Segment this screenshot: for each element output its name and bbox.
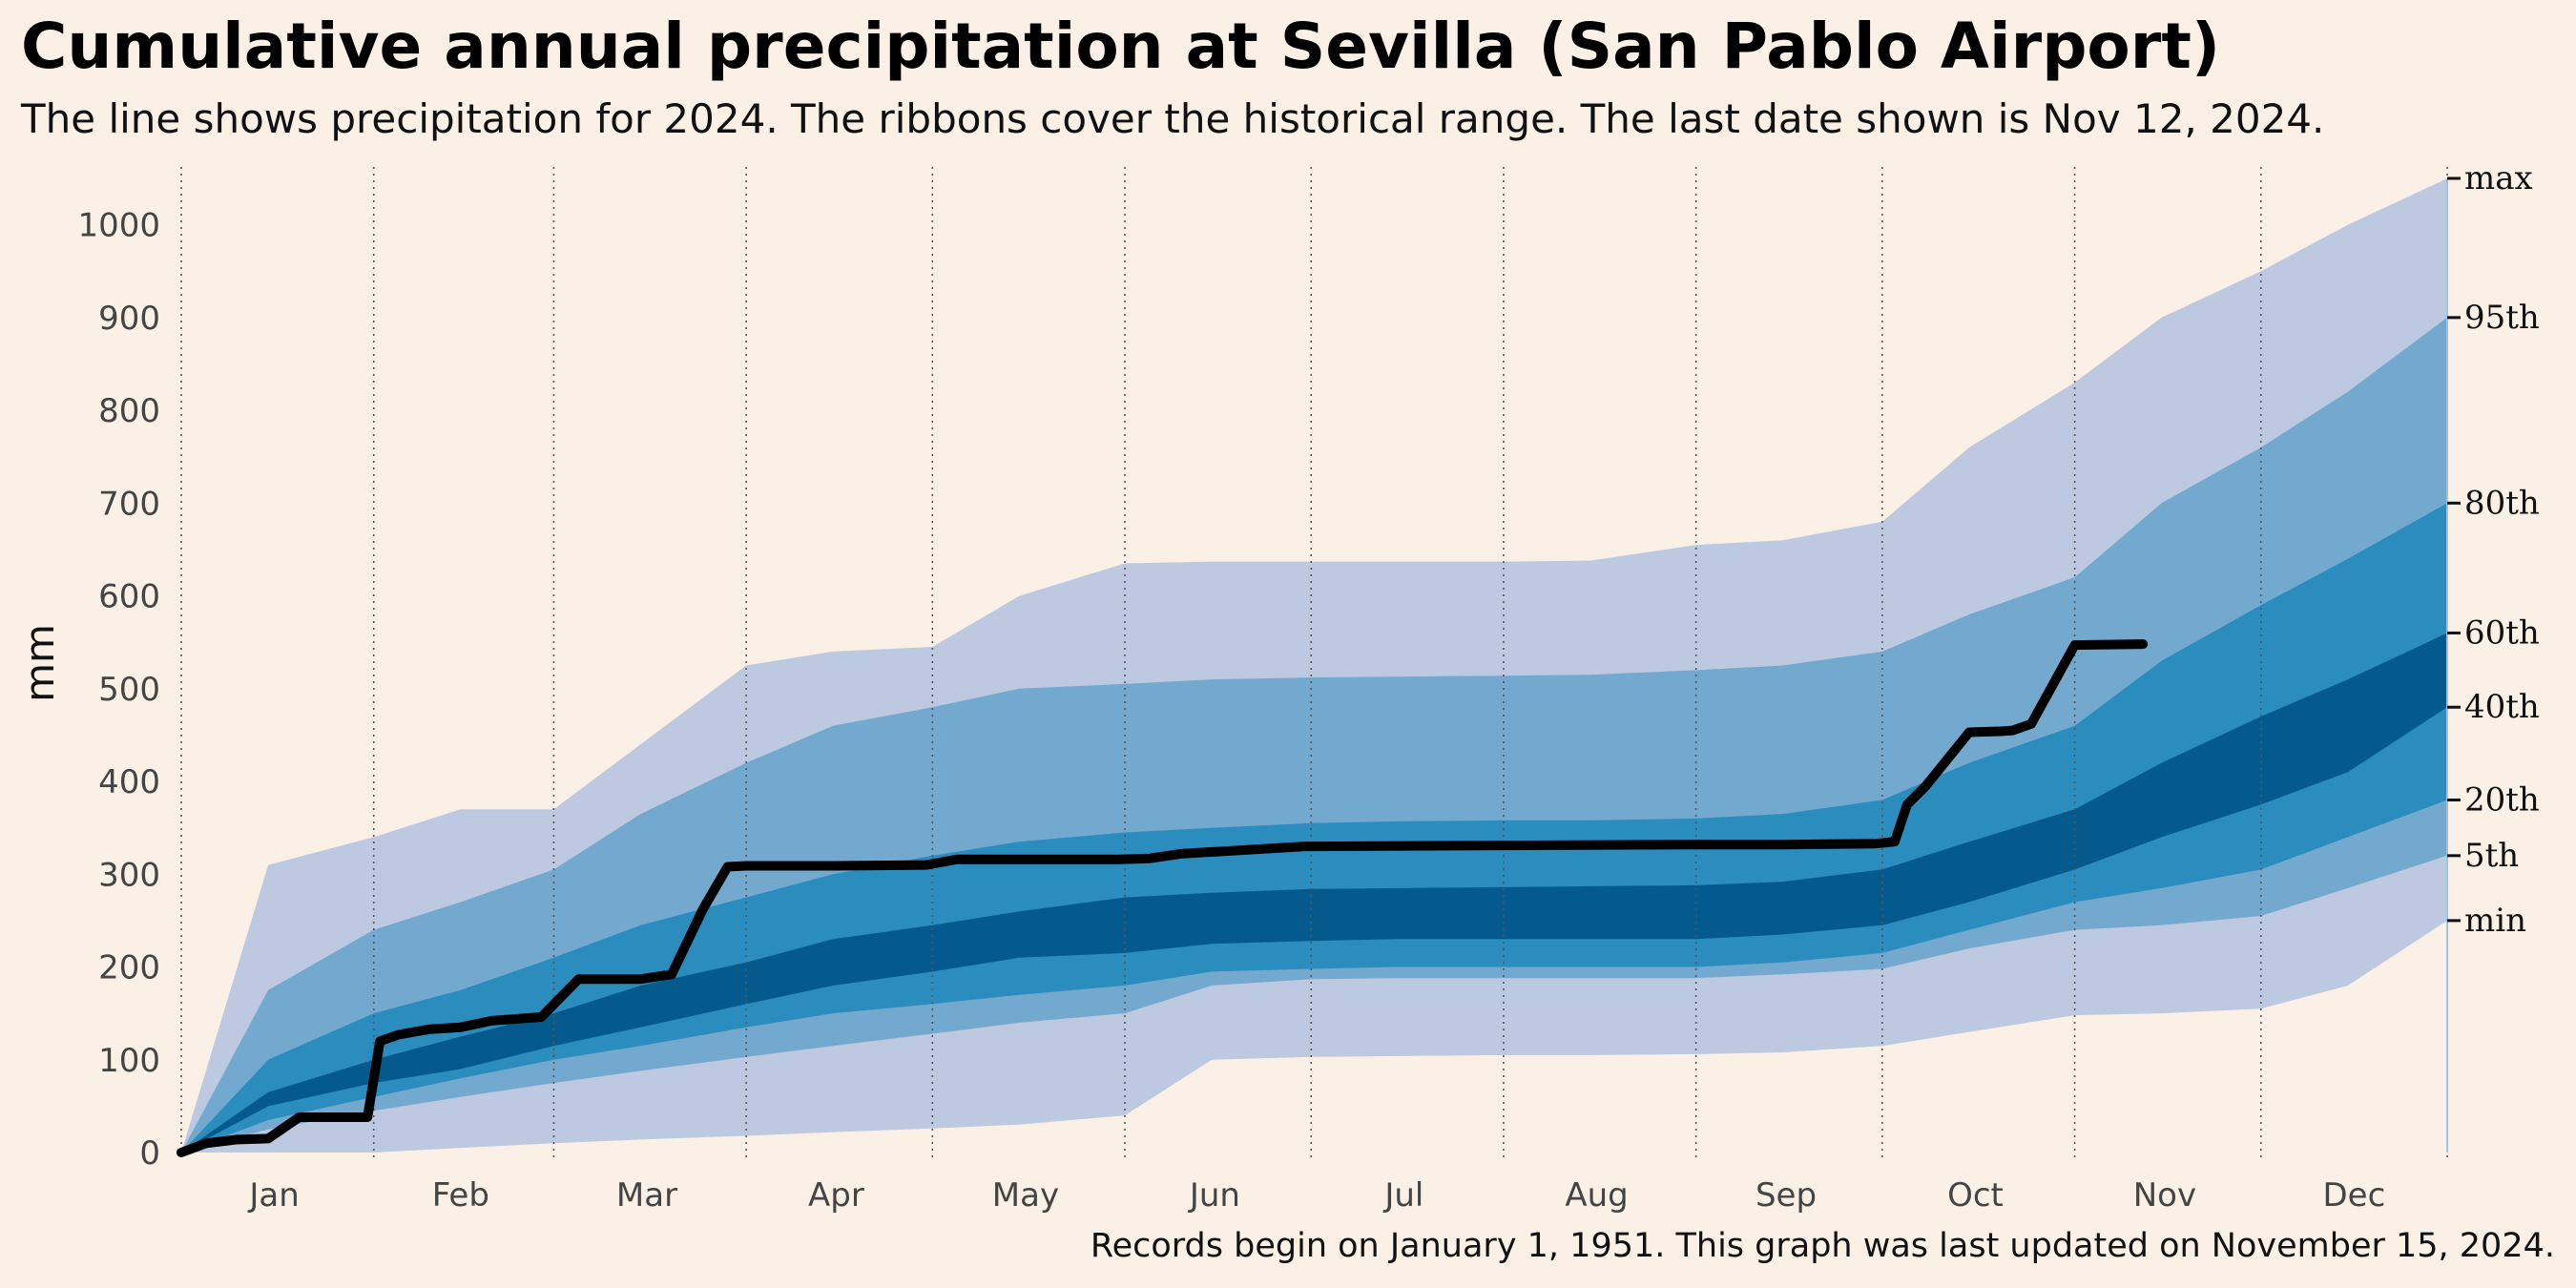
y-tick-label: 1000 [77,207,160,245]
x-tick-label: Jun [1188,1176,1240,1215]
x-tick-label: Dec [2322,1176,2385,1215]
y-tick-label: 500 [98,671,160,709]
series-2024-line [177,639,2149,1157]
historical-ribbons [181,178,2447,1153]
percentile-label: 5th [2464,837,2519,875]
line-2024 [177,639,2149,1157]
chart-subtitle: The line shows precipitation for 2024. T… [21,95,2325,142]
y-axis-title: mm [16,624,63,702]
y-tick-label: 200 [98,949,160,987]
y-tick-label: 700 [98,485,160,523]
x-tick-label: Sep [1755,1176,1817,1215]
percentile-label: 95th [2464,299,2540,337]
x-tick-label: Oct [1947,1176,2004,1215]
x-tick-label: Jan [247,1176,299,1215]
x-tick-label: Feb [432,1176,489,1215]
x-axis: Jan Feb Mar Apr May Jun Jul Aug Sep Oct Nov Dec [247,1176,2385,1215]
x-tick-label: Mar [616,1176,677,1215]
percentile-label: max [2464,159,2533,197]
percentile-label: 80th [2464,484,2540,522]
x-tick-label: Nov [2133,1176,2196,1215]
y-axis: 0 100 200 300 400 500 600 700 800 900 1000 [77,207,160,1173]
y-tick-label: 400 [98,763,160,801]
percentile-axis: max 95th 80th 60th 40th 20th 5th min [2446,159,2540,1153]
percentile-label: 20th [2464,780,2540,819]
y-tick-label: 300 [98,856,160,894]
percentile-label: 40th [2464,688,2540,726]
x-tick-label: Aug [1565,1176,1628,1215]
y-tick-label: 100 [98,1042,160,1080]
chart-title: Cumulative annual precipitation at Sevil… [21,10,2221,83]
y-tick-label: 900 [98,300,160,338]
y-tick-label: 0 [139,1134,160,1173]
x-tick-label: May [992,1176,1059,1215]
x-tick-label: Jul [1382,1176,1423,1215]
footnote: Records begin on January 1, 1951. This g… [1090,1227,2555,1265]
ribbon-40th-60th [181,633,2447,1153]
percentile-label: 60th [2464,613,2540,652]
x-tick-label: Apr [808,1176,864,1215]
y-tick-label: 600 [98,578,160,616]
y-tick-label: 800 [98,392,160,430]
percentile-label: min [2464,902,2526,940]
